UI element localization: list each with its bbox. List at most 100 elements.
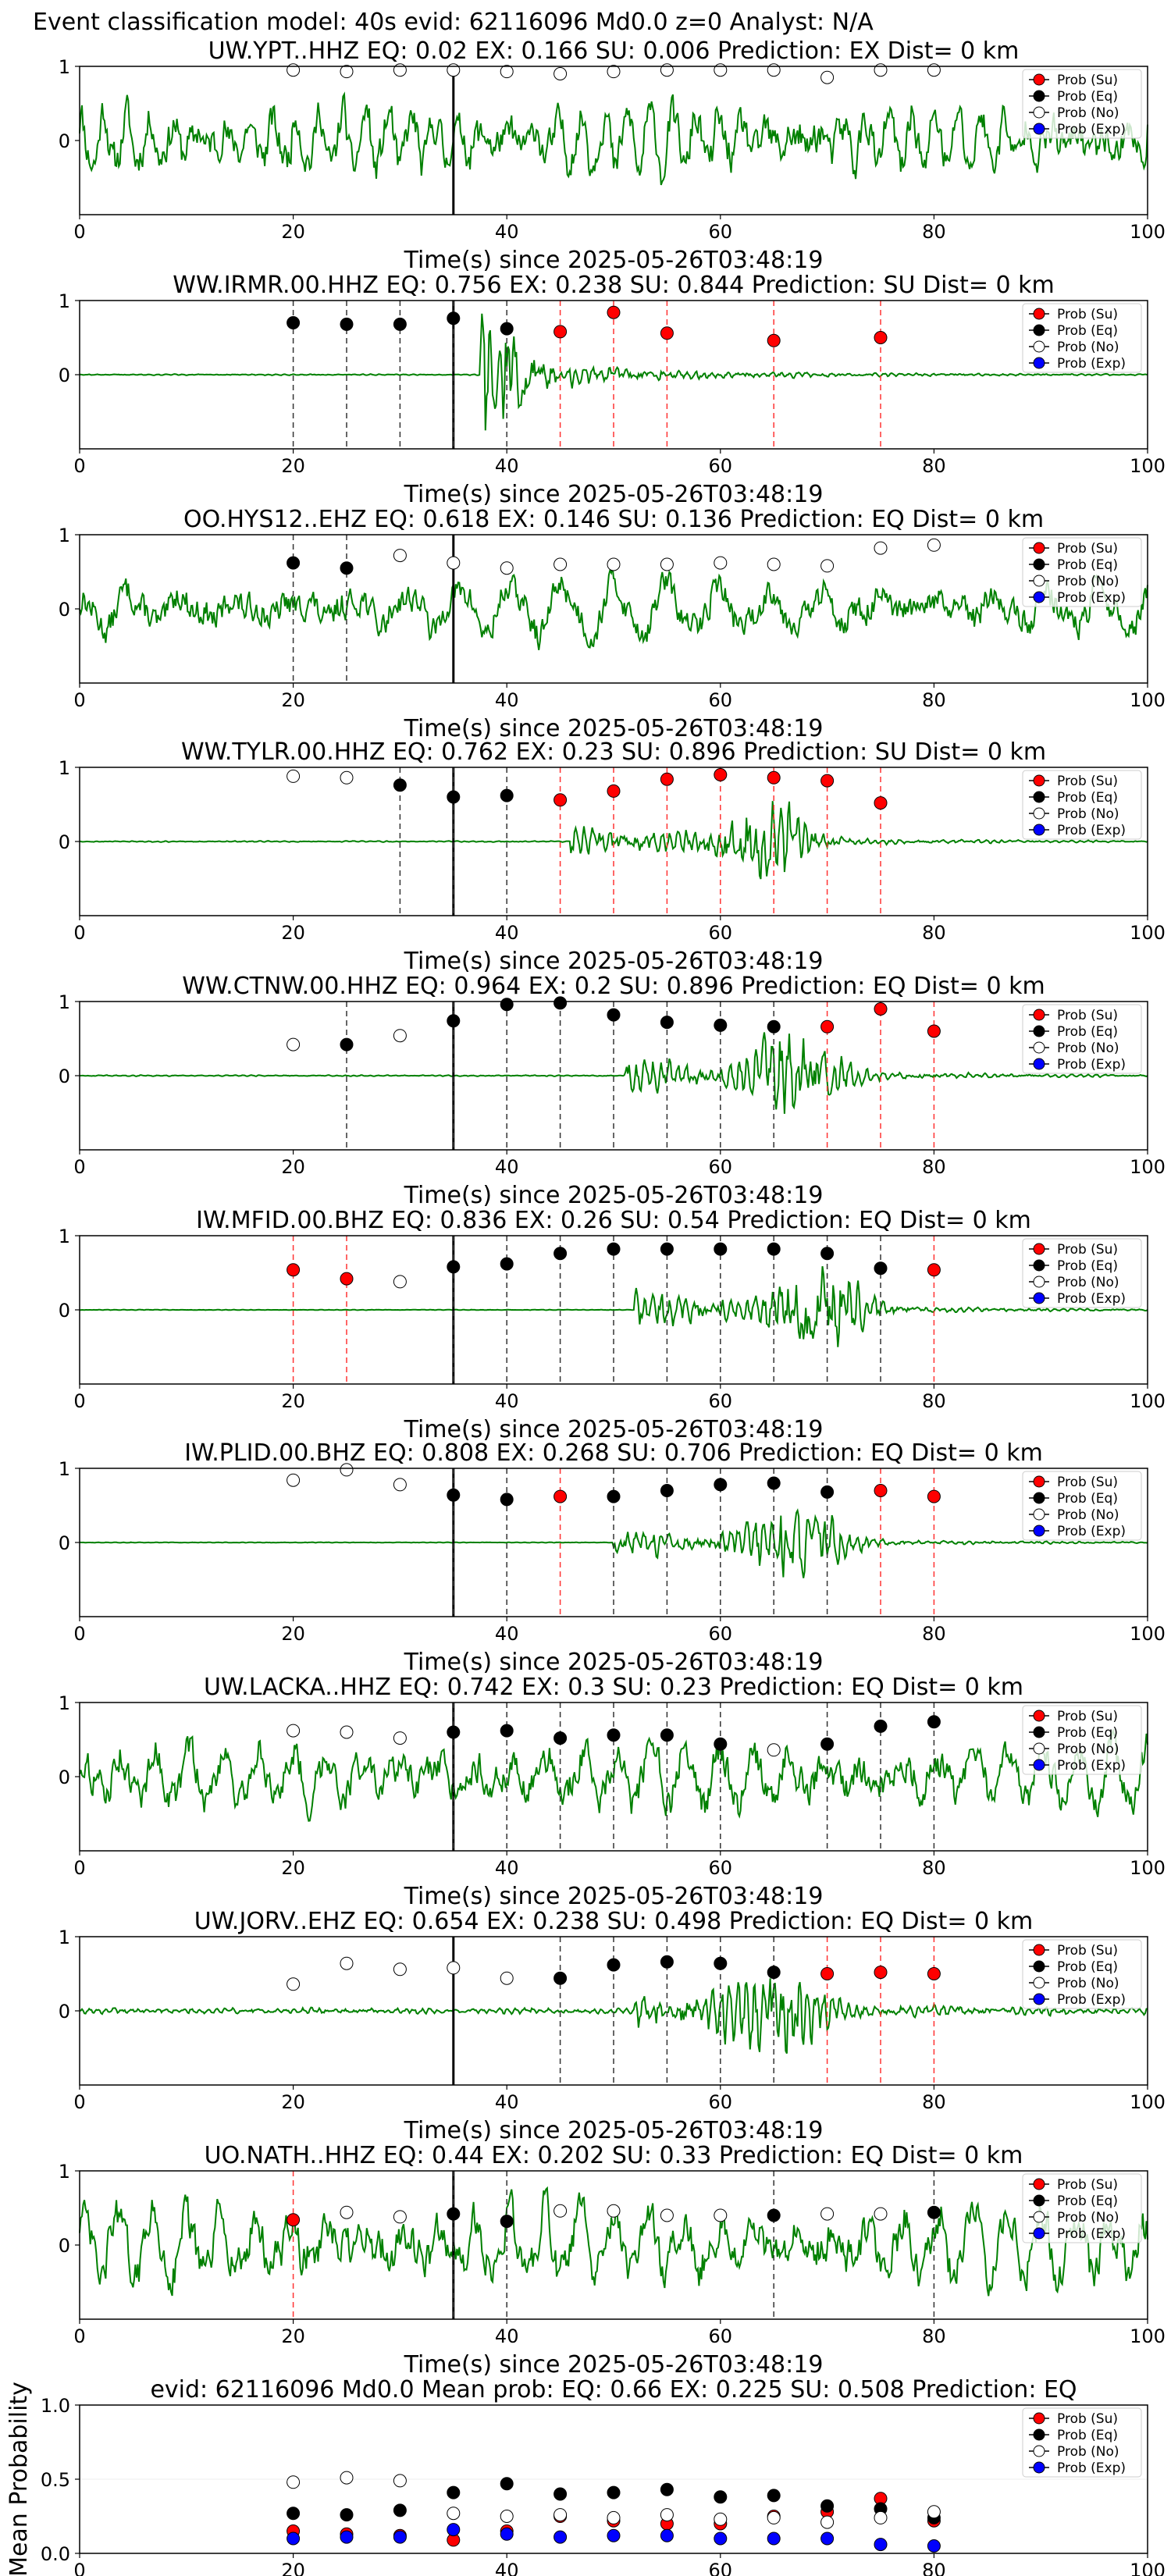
legend-marker [1033, 1058, 1045, 1070]
y-tick-label: 1.0 [41, 2395, 70, 2417]
window-prob-point [607, 305, 621, 319]
plot-frame [79, 767, 1148, 916]
legend-label: Prob (Eq) [1057, 2194, 1118, 2209]
window-prob-point [714, 1737, 728, 1751]
x-tick-label: 80 [922, 689, 946, 711]
window-prob-point [553, 1731, 568, 1745]
x-axis-label: Time(s) since 2025-05-26T03:48:19 [404, 1649, 824, 1676]
legend-marker [1033, 1041, 1045, 1054]
legend-label: Prob (No) [1057, 2444, 1119, 2460]
x-tick-label: 20 [281, 2325, 305, 2347]
window-prob-point [393, 1275, 407, 1289]
x-tick-label: 80 [922, 1623, 946, 1645]
window-prob-point [874, 1484, 888, 1497]
mean-point [820, 2532, 835, 2546]
legend-label: Prob (Exp) [1057, 590, 1126, 606]
legend-marker [1033, 1710, 1045, 1722]
y-tick-label: 0 [59, 365, 70, 386]
x-tick-label: 20 [281, 1857, 305, 1879]
window-prob-point [287, 2213, 301, 2227]
y-axis-label: Mean Probability [5, 2382, 33, 2576]
x-tick-label: 80 [922, 1390, 946, 1412]
window-prob-point [500, 1257, 514, 1271]
legend-label: Prob (Su) [1057, 307, 1118, 322]
x-tick-label: 40 [495, 1390, 519, 1412]
legend-box [1022, 1238, 1142, 1308]
window-prob-point [927, 63, 941, 77]
y-tick-label: 0 [59, 1300, 70, 1322]
y-tick-label: 1 [59, 56, 70, 78]
legend-marker [1033, 1976, 1045, 1989]
legend-label: Prob (Exp) [1057, 1291, 1126, 1307]
mean-point [607, 2485, 621, 2500]
panel-title: IW.MFID.00.BHZ EQ: 0.836 EX: 0.26 SU: 0.… [196, 1207, 1031, 1234]
plot-frame [79, 1235, 1148, 1385]
station-panel: WW.CTNW.00.HHZ EQ: 0.964 EX: 0.2 SU: 0.8… [59, 973, 1166, 1209]
waveform-trace [79, 91, 1148, 186]
legend-label: Prob (Su) [1057, 73, 1118, 88]
legend-marker [1033, 2194, 1045, 2207]
y-tick-label: 0 [59, 2001, 70, 2023]
window-prob-point [287, 63, 301, 77]
window-prob-point [767, 1476, 781, 1490]
panel-title: IW.PLID.00.BHZ EQ: 0.808 EX: 0.268 SU: 0… [184, 1439, 1043, 1467]
legend-label: Prob (Su) [1057, 541, 1118, 557]
x-axis-label: Time(s) since 2025-05-26T03:48:19 [404, 715, 824, 742]
window-prob-point [393, 1029, 407, 1043]
window-prob-point [447, 1014, 461, 1028]
legend-marker [1033, 340, 1045, 353]
window-prob-point [393, 549, 407, 563]
mean-panel: evid: 62116096 Md0.0 Mean prob: EQ: 0.66… [5, 2376, 1166, 2576]
legend-label: Prob (Exp) [1057, 823, 1126, 838]
window-prob-point [927, 538, 941, 552]
mean-point [340, 2508, 354, 2522]
station-panel: IW.MFID.00.BHZ EQ: 0.836 EX: 0.26 SU: 0.… [59, 1207, 1166, 1443]
window-prob-point [500, 322, 514, 336]
window-prob-point [820, 1485, 835, 1499]
window-prob-point [660, 772, 674, 786]
legend-label: Prob (Exp) [1057, 1992, 1126, 2008]
plot-area [80, 535, 1148, 683]
window-prob-point [714, 768, 728, 781]
window-prob-point [447, 1725, 461, 1739]
y-tick-label: 1 [59, 1692, 70, 1714]
legend-label: Prob (No) [1057, 1275, 1119, 1290]
window-prob-point [820, 559, 835, 573]
panel-title: WW.CTNW.00.HHZ EQ: 0.964 EX: 0.2 SU: 0.8… [182, 973, 1045, 1000]
x-axis-label: Time(s) since 2025-05-26T03:48:19 [404, 948, 824, 975]
window-prob-point [393, 778, 407, 792]
window-prob-point [660, 557, 674, 571]
waveform-trace [79, 1727, 1148, 1822]
plot-frame [79, 66, 1148, 215]
legend-label: Prob (Su) [1057, 2411, 1118, 2427]
y-tick-label: 1 [59, 525, 70, 546]
window-prob-point [553, 1489, 568, 1503]
window-prob-point [660, 2208, 674, 2222]
window-prob-point [927, 1263, 941, 1277]
legend-label: Prob (No) [1057, 1507, 1119, 1523]
x-tick-label: 0 [73, 922, 85, 944]
window-prob-point [820, 1247, 835, 1261]
window-prob-point [393, 2210, 407, 2224]
mean-point [500, 2527, 514, 2541]
window-prob-point [393, 1962, 407, 1976]
mean-point [874, 2538, 888, 2552]
legend-marker [1033, 2227, 1045, 2240]
x-tick-label: 0 [73, 2560, 85, 2576]
x-tick-label: 100 [1130, 1857, 1166, 1879]
legend-label: Prob (No) [1057, 1742, 1119, 1757]
legend-label: Prob (Eq) [1057, 790, 1118, 806]
y-tick-label: 0.5 [41, 2469, 70, 2491]
x-tick-label: 0 [73, 689, 85, 711]
x-tick-label: 0 [73, 1390, 85, 1412]
x-tick-label: 100 [1130, 2560, 1166, 2576]
legend-box [1022, 537, 1142, 607]
window-prob-point [287, 1263, 301, 1277]
x-tick-label: 0 [73, 1623, 85, 1645]
window-prob-point [767, 333, 781, 347]
x-tick-label: 60 [709, 2091, 733, 2113]
window-prob-point [500, 65, 514, 79]
mean-point [874, 2510, 888, 2524]
legend-box [1022, 770, 1142, 840]
window-prob-point [447, 1961, 461, 1975]
